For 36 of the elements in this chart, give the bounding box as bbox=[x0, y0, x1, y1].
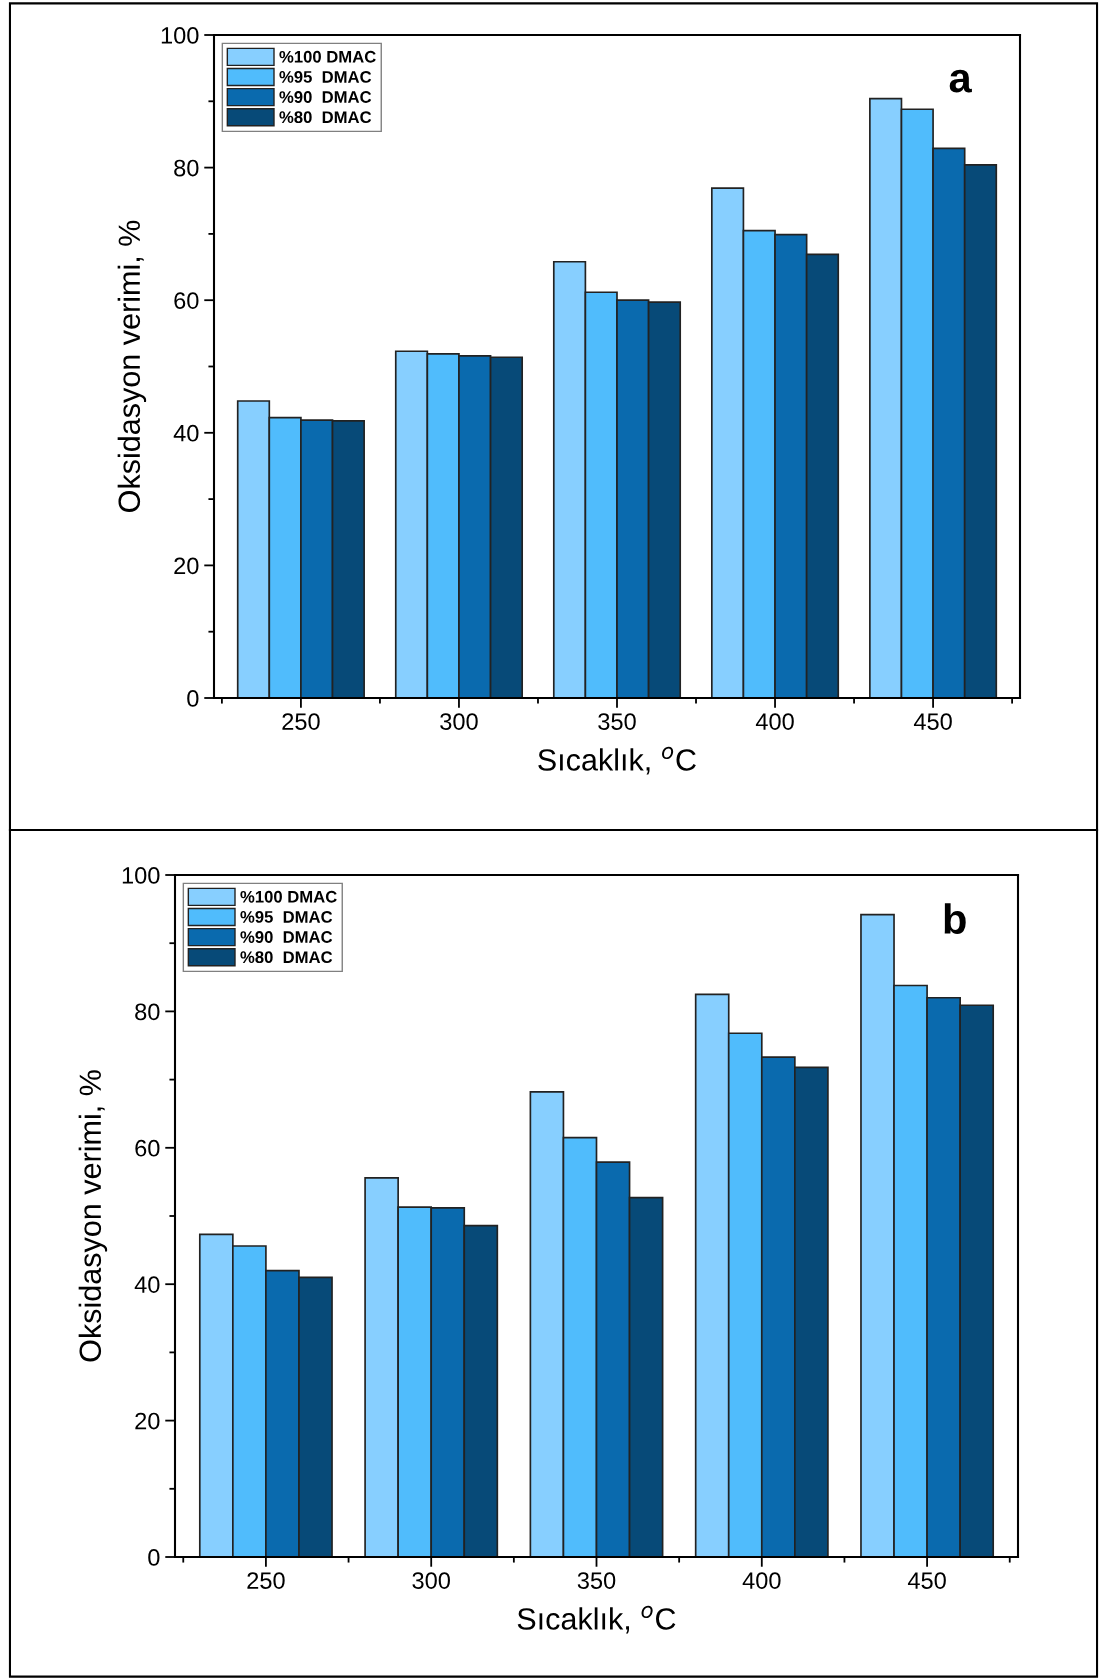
x-tick-label: 450 bbox=[913, 713, 952, 730]
y-tick-label: 60 bbox=[135, 1139, 160, 1157]
annotation: b bbox=[944, 903, 966, 934]
y-tick-label: 40 bbox=[173, 424, 199, 442]
y-tick-label: 40 bbox=[134, 1276, 160, 1293]
legend-label: %90 DMAC bbox=[240, 931, 333, 943]
y-tick-label: 100 bbox=[161, 27, 199, 44]
y-tick-label: 100 bbox=[122, 867, 160, 884]
y-tick-label: 20 bbox=[174, 557, 199, 575]
legend-label: %100 DMAC bbox=[240, 890, 337, 903]
y-axis-title: Oksidasyon verimi, % bbox=[117, 220, 147, 512]
y-tick-label: 80 bbox=[135, 1003, 160, 1021]
x-tick-label: 450 bbox=[907, 1572, 946, 1589]
x-tick-label: 400 bbox=[755, 713, 794, 730]
legend-label: %100 DMAC bbox=[279, 50, 376, 63]
x-tick-label: 250 bbox=[282, 713, 320, 730]
x-tick-label: 400 bbox=[742, 1572, 781, 1589]
x-tick-label: 300 bbox=[412, 1572, 450, 1589]
x-tick-label: 350 bbox=[577, 1572, 616, 1589]
y-tick-label: 60 bbox=[174, 292, 199, 309]
y-tick-label: 20 bbox=[135, 1412, 160, 1430]
x-tick-label: 250 bbox=[247, 1572, 285, 1589]
x-axis-title: Sıcaklık, $^{o}$C bbox=[538, 746, 696, 775]
annotation: a bbox=[949, 69, 972, 93]
legend-label: %95 DMAC bbox=[240, 910, 333, 923]
y-tick-label: 80 bbox=[174, 159, 199, 177]
y-tick-label: 0 bbox=[148, 1549, 160, 1566]
legend-label: %95 DMAC bbox=[279, 70, 372, 83]
x-tick-label: 350 bbox=[598, 713, 636, 730]
y-tick-label: 0 bbox=[187, 690, 199, 707]
legend-label: %80 DMAC bbox=[279, 111, 372, 124]
y-axis-title: Oksidasyon verimi, % bbox=[78, 1070, 108, 1362]
legend-label: %90 DMAC bbox=[279, 91, 372, 103]
x-axis-title: Sıcaklık, $^{o}$C bbox=[517, 1605, 676, 1634]
x-tick-label: 300 bbox=[440, 713, 478, 730]
legend-label: %80 DMAC bbox=[240, 951, 333, 964]
